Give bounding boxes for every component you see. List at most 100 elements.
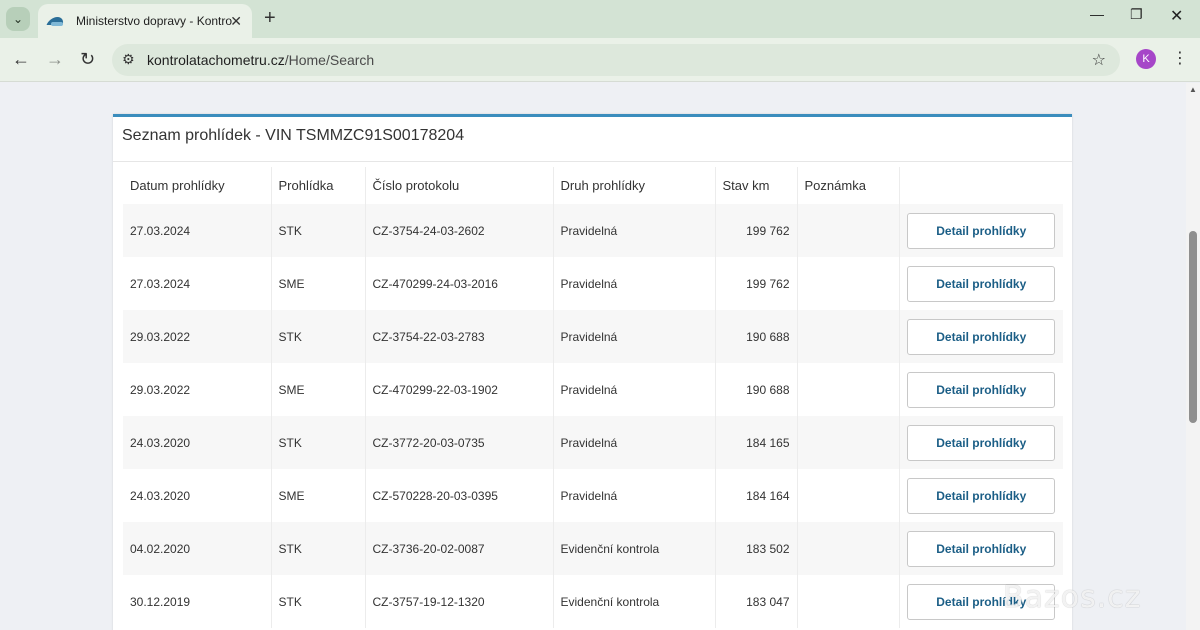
cell-date: 24.03.2020 <box>123 469 272 522</box>
chevron-down-icon: ⌄ <box>12 12 24 26</box>
new-tab-button[interactable]: + <box>264 7 276 29</box>
cell-action: Detail prohlídky <box>899 416 1063 469</box>
table-row: 30.12.2019 STK CZ-3757-19-12-1320 Eviden… <box>123 575 1063 628</box>
cell-kind: Pravidelná <box>553 257 716 310</box>
cell-kind: Pravidelná <box>553 204 716 257</box>
cell-date: 27.03.2024 <box>123 257 272 310</box>
cell-note <box>797 469 900 522</box>
cell-action: Detail prohlídky <box>899 257 1063 310</box>
url-domain: kontrolatachometru.cz <box>147 52 285 68</box>
reload-icon[interactable]: ↻ <box>80 49 96 69</box>
cell-km: 199 762 <box>715 204 798 257</box>
cell-km: 184 165 <box>715 416 798 469</box>
cell-note <box>797 522 900 575</box>
cell-date: 04.02.2020 <box>123 522 272 575</box>
watermark: Bazos.cz <box>1003 580 1142 615</box>
cell-kind: Pravidelná <box>553 363 716 416</box>
more-menu-icon[interactable]: ⋮ <box>1172 50 1188 67</box>
site-info-icon[interactable]: ⚙ <box>122 51 135 67</box>
cell-protocol: CZ-3757-19-12-1320 <box>365 575 554 628</box>
table-row: 24.03.2020 STK CZ-3772-20-03-0735 Pravid… <box>123 416 1063 469</box>
forward-arrow-icon[interactable]: → <box>46 49 64 69</box>
card-title: Seznam prohlídek - VIN TSMMZC91S00178204 <box>122 127 465 144</box>
cell-protocol: CZ-470299-22-03-1902 <box>365 363 554 416</box>
table-row: 04.02.2020 STK CZ-3736-20-02-0087 Eviden… <box>123 522 1063 575</box>
table-row: 24.03.2020 SME CZ-570228-20-03-0395 Prav… <box>123 469 1063 522</box>
cell-note <box>797 204 900 257</box>
table-row: 27.03.2024 SME CZ-470299-24-03-2016 Prav… <box>123 257 1063 310</box>
inspection-table: Datum prohlídky Prohlídka Číslo protokol… <box>123 167 1063 628</box>
cell-kind: Pravidelná <box>553 416 716 469</box>
cell-type: STK <box>271 575 366 628</box>
tab-title: Ministerstvo dopravy - Kontrola <box>76 14 232 28</box>
cell-protocol: CZ-3772-20-03-0735 <box>365 416 554 469</box>
url-path: /Home/Search <box>284 52 375 68</box>
cell-note <box>797 363 900 416</box>
favicon-icon <box>48 13 64 29</box>
cell-protocol: CZ-570228-20-03-0395 <box>365 469 554 522</box>
cell-kind: Pravidelná <box>553 469 716 522</box>
cell-action: Detail prohlídky <box>899 363 1063 416</box>
restore-icon[interactable]: ❐ <box>1130 6 1143 22</box>
cell-kind: Evidenční kontrola <box>553 575 716 628</box>
tab-strip: ⌄ Ministerstvo dopravy - Kontrola ✕ + — … <box>0 0 1200 38</box>
cell-type: SME <box>271 363 366 416</box>
cell-protocol: CZ-470299-24-03-2016 <box>365 257 554 310</box>
detail-button[interactable]: Detail prohlídky <box>907 530 1056 567</box>
detail-button[interactable]: Detail prohlídky <box>907 477 1056 514</box>
table-row: 29.03.2022 SME CZ-470299-22-03-1902 Prav… <box>123 363 1063 416</box>
detail-button[interactable]: Detail prohlídky <box>907 318 1056 355</box>
cell-protocol: CZ-3754-24-03-2602 <box>365 204 554 257</box>
page-scrollbar[interactable]: ▲ <box>1186 83 1200 630</box>
detail-button[interactable]: Detail prohlídky <box>907 212 1056 249</box>
cell-action: Detail prohlídky <box>899 522 1063 575</box>
detail-button[interactable]: Detail prohlídky <box>907 371 1056 408</box>
header-protocol: Číslo protokolu <box>365 167 554 204</box>
cell-km: 183 502 <box>715 522 798 575</box>
cell-km: 190 688 <box>715 310 798 363</box>
cell-note <box>797 416 900 469</box>
detail-button[interactable]: Detail prohlídky <box>907 424 1056 461</box>
detail-button[interactable]: Detail prohlídky <box>907 583 1056 620</box>
minimize-icon[interactable]: — <box>1090 6 1104 22</box>
cell-km: 183 047 <box>715 575 798 628</box>
cell-date: 29.03.2022 <box>123 310 272 363</box>
cell-type: SME <box>271 469 366 522</box>
cell-action: Detail prohlídky <box>899 310 1063 363</box>
cell-action: Detail prohlídky <box>899 469 1063 522</box>
cell-type: STK <box>271 416 366 469</box>
cell-note <box>797 575 900 628</box>
table-header-row: Datum prohlídky Prohlídka Číslo protokol… <box>123 167 1063 204</box>
header-date: Datum prohlídky <box>123 167 272 204</box>
cell-type: STK <box>271 310 366 363</box>
browser-toolbar: ← → ↻ ⚙ kontrolatachometru.cz/Home/Searc… <box>0 38 1200 82</box>
cell-protocol: CZ-3754-22-03-2783 <box>365 310 554 363</box>
tab-search-button[interactable]: ⌄ <box>6 7 30 31</box>
divider <box>113 161 1072 162</box>
active-tab[interactable]: Ministerstvo dopravy - Kontrola ✕ <box>38 4 252 38</box>
url-text[interactable]: kontrolatachometru.cz/Home/Search <box>147 52 374 68</box>
cell-type: STK <box>271 204 366 257</box>
header-actions <box>899 167 1063 204</box>
table-row: 29.03.2022 STK CZ-3754-22-03-2783 Pravid… <box>123 310 1063 363</box>
address-bar[interactable]: ⚙ kontrolatachometru.cz/Home/Search ☆ <box>112 44 1120 76</box>
cell-note <box>797 310 900 363</box>
bookmark-star-icon[interactable]: ☆ <box>1091 52 1106 69</box>
window-close-icon[interactable]: ✕ <box>1170 8 1184 25</box>
cell-action: Detail prohlídky <box>899 204 1063 257</box>
profile-avatar[interactable]: K <box>1136 49 1156 69</box>
cell-date: 29.03.2022 <box>123 363 272 416</box>
cell-km: 199 762 <box>715 257 798 310</box>
cell-km: 190 688 <box>715 363 798 416</box>
cell-protocol: CZ-3736-20-02-0087 <box>365 522 554 575</box>
back-arrow-icon[interactable]: ← <box>12 49 30 69</box>
cell-type: SME <box>271 257 366 310</box>
cell-note <box>797 257 900 310</box>
detail-button[interactable]: Detail prohlídky <box>907 265 1056 302</box>
close-tab-icon[interactable]: ✕ <box>230 13 242 29</box>
cell-km: 184 164 <box>715 469 798 522</box>
scroll-thumb[interactable] <box>1189 231 1197 423</box>
scroll-up-arrow-icon[interactable]: ▲ <box>1189 85 1197 94</box>
cell-date: 30.12.2019 <box>123 575 272 628</box>
header-km: Stav km <box>715 167 798 204</box>
